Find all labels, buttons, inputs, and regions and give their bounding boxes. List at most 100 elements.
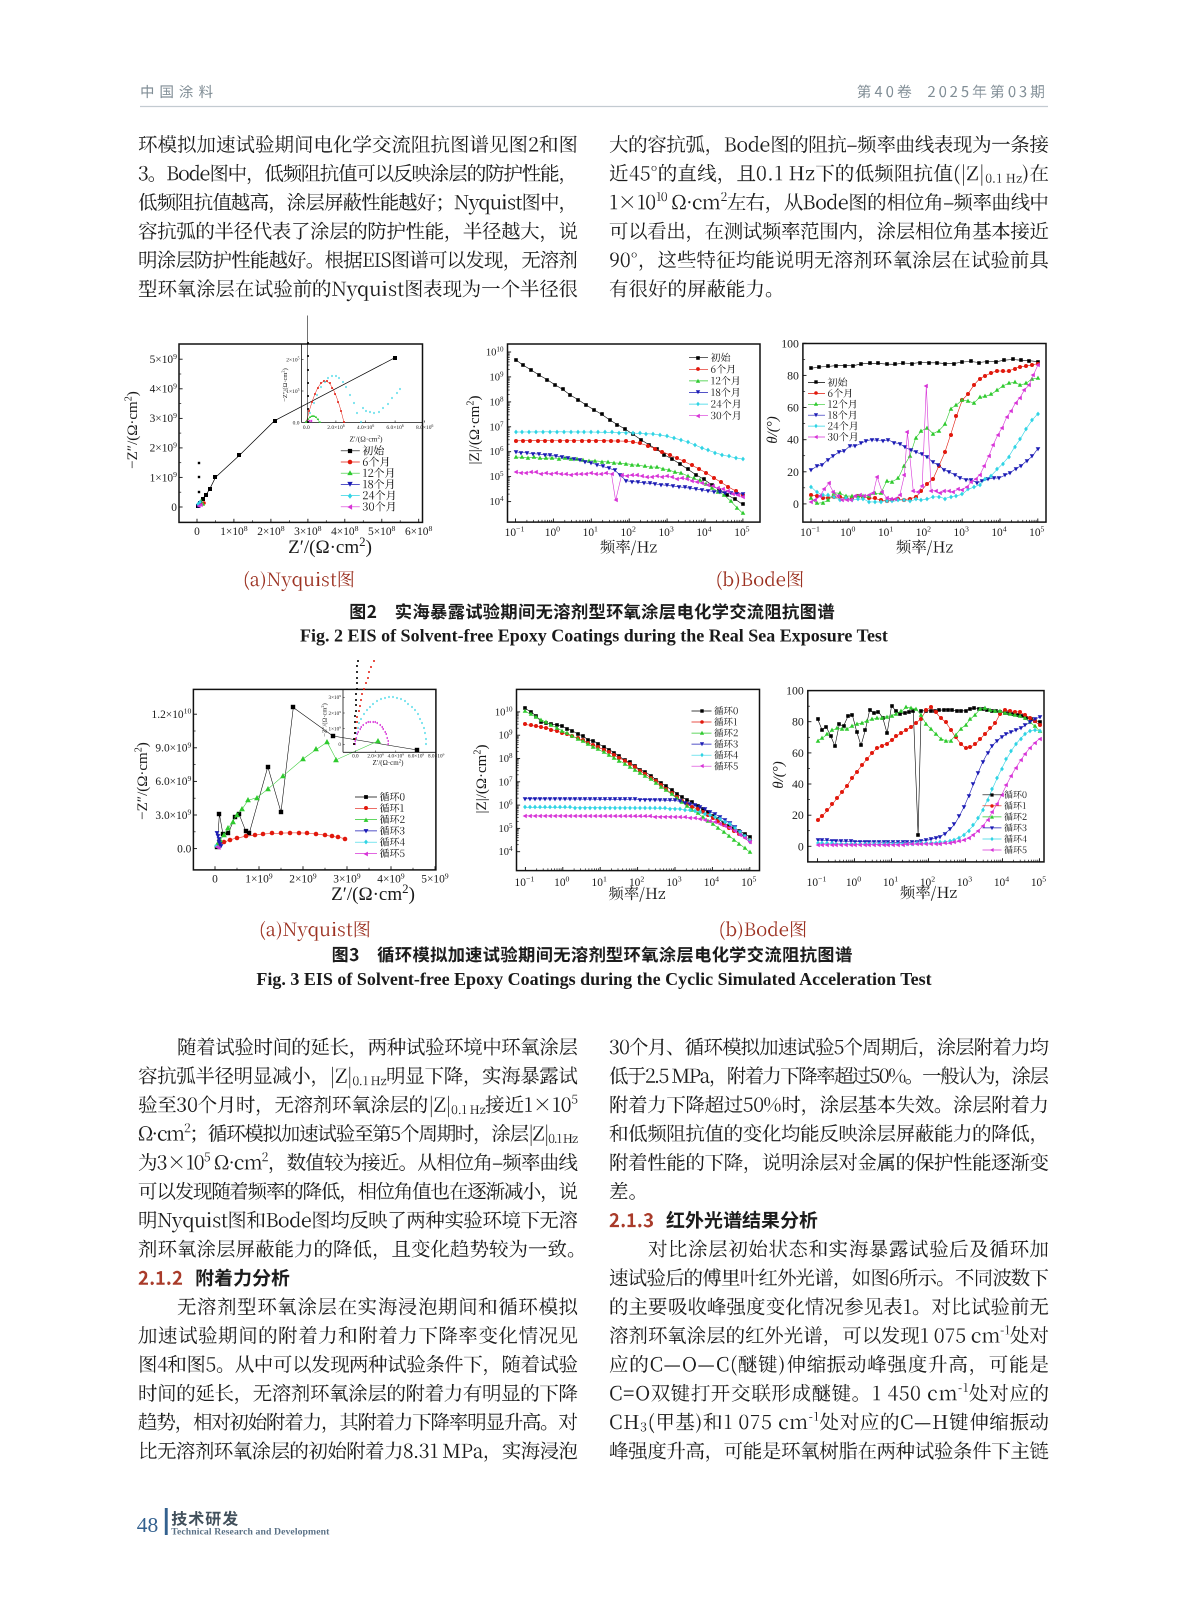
- svg-text:8.0×106: 8.0×106: [416, 424, 433, 431]
- svg-text:102: 102: [629, 875, 644, 889]
- svg-text:108: 108: [498, 752, 513, 765]
- svg-text:105: 105: [1029, 525, 1044, 539]
- svg-text:3×109: 3×109: [329, 694, 342, 701]
- svg-text:2.0×109: 2.0×109: [367, 753, 384, 760]
- svg-text:106: 106: [498, 799, 513, 812]
- svg-text:1×109: 1×109: [150, 470, 178, 484]
- svg-text:θ/(°): θ/(°): [771, 761, 787, 789]
- svg-text:60: 60: [792, 746, 804, 760]
- svg-text:100: 100: [781, 336, 799, 350]
- svg-text:1×108: 1×108: [220, 524, 248, 538]
- svg-text:4×109: 4×109: [150, 381, 178, 395]
- svg-text:θ/(°): θ/(°): [765, 416, 781, 444]
- svg-text:102: 102: [916, 525, 931, 539]
- svg-text:108: 108: [489, 395, 504, 408]
- svg-text:48: 48: [137, 1513, 159, 1537]
- svg-text:Z′/(Ω·cm2): Z′/(Ω·cm2): [373, 759, 405, 767]
- svg-text:1010: 1010: [486, 346, 504, 359]
- svg-text:100: 100: [786, 684, 804, 698]
- svg-text:3.0×109: 3.0×109: [155, 808, 191, 822]
- svg-text:1×109: 1×109: [329, 725, 342, 732]
- svg-text:10−1: 10−1: [807, 875, 827, 889]
- svg-text:40: 40: [792, 777, 804, 791]
- svg-text:0.0: 0.0: [352, 754, 359, 760]
- svg-text:103: 103: [954, 525, 969, 539]
- svg-text:105: 105: [734, 525, 749, 539]
- svg-text:0: 0: [194, 526, 200, 538]
- svg-text:−Z″/(Ω·cm2): −Z″/(Ω·cm2): [123, 391, 141, 469]
- svg-text:3×109: 3×109: [150, 411, 178, 425]
- svg-text:−Z″/(Ω·cm2): −Z″/(Ω·cm2): [320, 703, 329, 737]
- svg-text:6.0×109: 6.0×109: [408, 753, 425, 760]
- svg-text:40: 40: [787, 433, 799, 447]
- svg-text:2×108: 2×108: [257, 524, 285, 538]
- svg-text:1010: 1010: [495, 705, 513, 718]
- svg-text:103: 103: [666, 875, 681, 889]
- svg-text:100: 100: [545, 525, 560, 539]
- svg-text:104: 104: [489, 495, 504, 508]
- svg-text:10−1: 10−1: [505, 525, 525, 539]
- svg-text:100: 100: [554, 875, 569, 889]
- svg-text:105: 105: [741, 875, 756, 889]
- svg-text:3×109: 3×109: [333, 871, 361, 885]
- svg-text:105: 105: [489, 470, 504, 483]
- svg-text:104: 104: [498, 845, 513, 858]
- svg-text:6×108: 6×108: [405, 524, 433, 538]
- svg-text:101: 101: [583, 525, 598, 539]
- svg-text:3×108: 3×108: [294, 524, 322, 538]
- svg-text:|Z|/(Ω·cm2): |Z|/(Ω·cm2): [472, 745, 490, 814]
- svg-text:103: 103: [957, 875, 972, 889]
- svg-text:20: 20: [792, 808, 804, 822]
- svg-text:0.0: 0.0: [293, 421, 300, 427]
- svg-text:0: 0: [798, 839, 804, 853]
- svg-text:107: 107: [498, 775, 513, 788]
- svg-text:|Z|/(Ω·cm2): |Z|/(Ω·cm2): [465, 396, 483, 465]
- svg-text:−Z″/(Ω·cm2): −Z″/(Ω·cm2): [281, 368, 290, 402]
- svg-text:Fig. 2 EIS of Solvent-free: Fig. 2 EIS of Solvent-free Epoxy Coating…: [300, 626, 888, 646]
- svg-text:5×108: 5×108: [368, 524, 396, 538]
- svg-text:4×109: 4×109: [377, 871, 405, 885]
- svg-text:1×105: 1×105: [286, 388, 299, 395]
- svg-text:102: 102: [621, 525, 636, 539]
- svg-text:101: 101: [592, 875, 607, 889]
- svg-text:1×109: 1×109: [245, 871, 273, 885]
- svg-text:104: 104: [991, 525, 1006, 539]
- svg-text:80: 80: [787, 368, 799, 382]
- svg-text:100: 100: [846, 875, 861, 889]
- svg-text:107: 107: [489, 420, 504, 433]
- svg-text:5×109: 5×109: [150, 352, 178, 366]
- svg-text:2×109: 2×109: [329, 710, 342, 717]
- svg-text:101: 101: [883, 875, 898, 889]
- svg-text:105: 105: [498, 822, 513, 835]
- svg-text:60: 60: [787, 401, 799, 415]
- svg-text:0: 0: [793, 497, 799, 511]
- svg-text:Z′/(Ω·cm2): Z′/(Ω·cm2): [349, 435, 383, 444]
- svg-text:2×109: 2×109: [289, 871, 317, 885]
- svg-text:10−1: 10−1: [800, 525, 820, 539]
- svg-text:4.0×106: 4.0×106: [357, 424, 374, 431]
- svg-text:0: 0: [171, 502, 177, 514]
- svg-text:102: 102: [920, 875, 935, 889]
- svg-text:104: 104: [696, 525, 711, 539]
- svg-text:Fig. 3 EIS of Solvent-free: Fig. 3 EIS of Solvent-free Epoxy Coating…: [256, 969, 931, 989]
- svg-text:6.0×106: 6.0×106: [386, 424, 403, 431]
- svg-text:8.0×109: 8.0×109: [428, 753, 445, 760]
- svg-text:2×105: 2×105: [286, 356, 299, 363]
- svg-text:0: 0: [338, 742, 341, 748]
- svg-text:2.0×106: 2.0×106: [327, 424, 344, 431]
- svg-text:103: 103: [658, 525, 673, 539]
- svg-text:0.0: 0.0: [177, 843, 192, 855]
- svg-text:100: 100: [840, 525, 855, 539]
- svg-text:10−1: 10−1: [515, 875, 535, 889]
- svg-text:9.0×109: 9.0×109: [155, 740, 191, 754]
- svg-text:2×109: 2×109: [150, 440, 178, 454]
- svg-text:4×108: 4×108: [331, 524, 359, 538]
- svg-text:0: 0: [212, 874, 218, 886]
- svg-text:106: 106: [489, 445, 504, 458]
- svg-text:105: 105: [1031, 875, 1046, 889]
- svg-text:Z′/(Ω·cm2): Z′/(Ω·cm2): [331, 882, 415, 905]
- svg-text:0.0: 0.0: [303, 425, 310, 431]
- svg-text:−Z″/(Ω·cm2): −Z″/(Ω·cm2): [133, 742, 151, 820]
- svg-text:5×109: 5×109: [421, 871, 449, 885]
- svg-text:109: 109: [498, 729, 513, 742]
